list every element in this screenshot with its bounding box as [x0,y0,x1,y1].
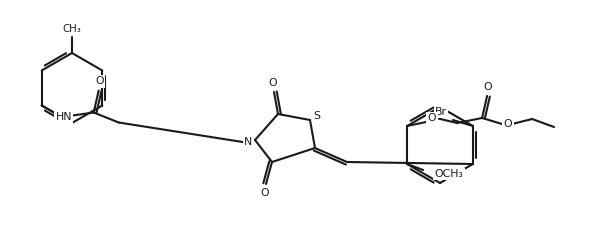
Text: HN: HN [55,113,72,123]
Text: Br: Br [435,107,447,117]
Text: O: O [95,77,104,87]
Text: O: O [428,113,437,123]
Text: N: N [244,137,252,147]
Text: O: O [503,119,513,129]
Text: O: O [261,188,270,198]
Text: S: S [314,111,321,121]
Text: CH₃: CH₃ [63,24,82,34]
Text: O: O [269,78,278,88]
Text: O: O [484,82,492,92]
Text: OCH₃: OCH₃ [435,169,464,179]
